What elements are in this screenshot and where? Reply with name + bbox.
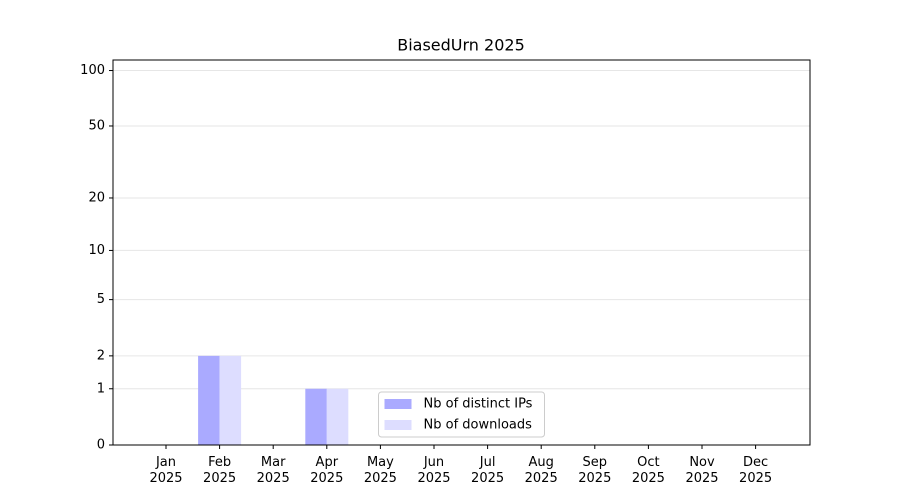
x-tick-label: Jan 2025 — [149, 455, 182, 486]
y-tick-label: 1 — [97, 381, 105, 396]
x-tick-label: Jun 2025 — [417, 455, 450, 486]
x-tick-label: Oct 2025 — [632, 455, 665, 486]
x-tick-label: May 2025 — [364, 455, 397, 486]
x-tick-label: Aug 2025 — [525, 455, 558, 486]
bar — [198, 355, 220, 445]
y-tick-label: 2 — [97, 348, 105, 363]
legend-swatch — [384, 420, 412, 430]
legend: Nb of distinct IPs Nb of downloads — [378, 391, 545, 438]
x-tick-label: Dec 2025 — [739, 455, 772, 486]
y-tick-label: 50 — [88, 118, 105, 133]
x-tick-label: Apr 2025 — [310, 455, 343, 486]
y-tick-label: 100 — [80, 63, 105, 78]
y-tick-label: 10 — [88, 243, 105, 258]
plot-frame — [112, 59, 811, 446]
legend-label: Nb of downloads — [424, 418, 533, 433]
bar — [219, 355, 242, 445]
legend-box — [378, 391, 545, 438]
x-tick-label: Sep 2025 — [578, 455, 611, 486]
y-tick-label: 5 — [97, 292, 105, 307]
bar — [326, 388, 349, 445]
x-tick-label: Nov 2025 — [685, 455, 718, 486]
x-tick-label: Feb 2025 — [203, 455, 236, 486]
bar — [305, 388, 327, 445]
y-tick-label: 20 — [88, 190, 105, 205]
chart-title: BiasedUrn 2025 — [397, 36, 525, 55]
x-tick-label: Jul 2025 — [471, 455, 504, 486]
legend-swatch — [384, 399, 412, 409]
y-tick-label: 0 — [97, 438, 105, 453]
x-tick-label: Mar 2025 — [257, 455, 290, 486]
legend-label: Nb of distinct IPs — [424, 397, 533, 412]
